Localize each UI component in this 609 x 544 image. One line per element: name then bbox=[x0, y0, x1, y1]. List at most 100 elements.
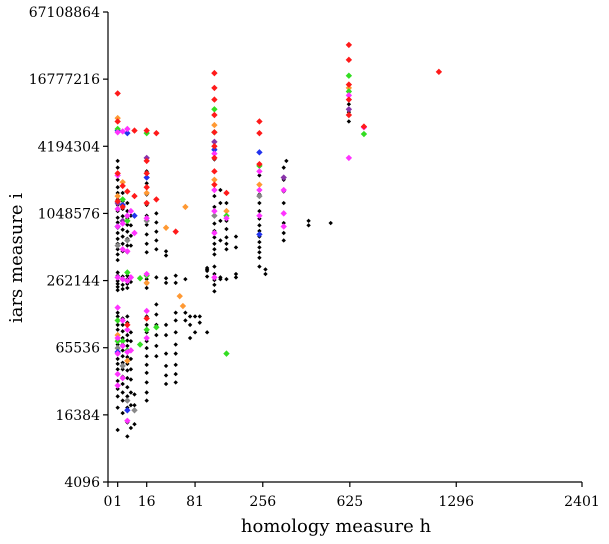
data-point-black bbox=[144, 370, 149, 376]
data-point-black bbox=[257, 255, 262, 260]
data-point-red bbox=[345, 56, 353, 64]
data-point-green bbox=[345, 88, 353, 95]
data-point-magenta bbox=[114, 350, 121, 357]
data-point-black bbox=[154, 312, 159, 317]
data-point-black bbox=[125, 375, 130, 381]
data-point-black bbox=[132, 422, 137, 427]
data-point-black bbox=[128, 338, 134, 344]
data-point-black bbox=[128, 377, 134, 382]
data-point-black bbox=[173, 351, 178, 356]
data-point-black bbox=[204, 330, 210, 335]
data-point-black bbox=[154, 220, 159, 225]
data-point-gray bbox=[211, 212, 218, 219]
data-point-green bbox=[143, 326, 150, 333]
data-point-blue bbox=[256, 231, 263, 238]
data-point-black bbox=[224, 247, 229, 252]
data-point-red bbox=[360, 123, 368, 130]
data-point-black bbox=[144, 322, 149, 328]
data-point-black bbox=[212, 221, 217, 226]
data-point-black bbox=[263, 271, 268, 277]
data-point-red bbox=[172, 228, 179, 235]
data-point-black bbox=[144, 345, 149, 351]
data-point-red bbox=[153, 129, 160, 137]
data-point-black bbox=[257, 208, 262, 214]
data-point-magenta bbox=[119, 128, 126, 135]
data-point-red bbox=[119, 203, 126, 211]
data-point-red bbox=[131, 127, 138, 134]
data-point-magenta bbox=[143, 334, 150, 342]
y-tick-label: 4194304 bbox=[38, 139, 100, 155]
data-point-black bbox=[197, 314, 202, 319]
data-point-black bbox=[125, 243, 130, 248]
data-point-red bbox=[119, 182, 126, 190]
data-point-purple bbox=[211, 138, 218, 146]
data-point-magenta bbox=[119, 342, 126, 350]
data-point-black bbox=[212, 289, 217, 294]
data-point-black bbox=[120, 190, 125, 196]
data-point-magenta bbox=[211, 229, 218, 237]
data-point-black bbox=[120, 234, 125, 239]
data-point-red bbox=[211, 84, 218, 92]
data-point-black bbox=[281, 200, 286, 206]
data-point-black bbox=[192, 330, 198, 335]
data-point-green bbox=[153, 324, 160, 331]
data-point-magenta bbox=[124, 248, 131, 255]
data-point-red bbox=[211, 96, 218, 103]
data-point-black bbox=[144, 250, 149, 255]
data-point-red bbox=[114, 118, 121, 125]
data-point-black bbox=[204, 274, 210, 279]
data-point-blue bbox=[131, 212, 138, 219]
data-point-red bbox=[345, 111, 353, 119]
data-point-black bbox=[212, 271, 217, 277]
data-point-black bbox=[144, 380, 149, 385]
data-point-magenta bbox=[124, 212, 131, 219]
x-tick-label: 81 bbox=[186, 494, 204, 510]
data-point-black bbox=[120, 282, 125, 288]
data-point-black bbox=[328, 220, 333, 226]
data-point-black bbox=[125, 354, 130, 360]
data-point-red bbox=[211, 181, 218, 188]
data-point-black bbox=[120, 381, 125, 387]
data-point-magenta bbox=[127, 274, 135, 281]
data-point-black bbox=[125, 368, 130, 373]
data-point-red bbox=[256, 129, 263, 137]
data-point-gray bbox=[119, 362, 126, 370]
data-point-black bbox=[115, 310, 120, 315]
data-point-orange bbox=[182, 203, 189, 211]
data-point-black bbox=[173, 380, 178, 385]
data-point-black bbox=[257, 223, 262, 228]
data-point-orange bbox=[345, 84, 353, 92]
data-point-black bbox=[224, 276, 229, 282]
data-point-black bbox=[224, 241, 229, 247]
data-point-black bbox=[115, 378, 120, 384]
data-point-orange bbox=[162, 224, 170, 231]
data-point-black bbox=[257, 264, 262, 269]
data-point-black bbox=[346, 119, 352, 124]
data-point-green bbox=[114, 317, 121, 324]
data-point-green bbox=[119, 196, 126, 203]
data-point-black bbox=[144, 181, 149, 186]
data-point-magenta bbox=[119, 374, 126, 382]
data-point-black bbox=[128, 402, 134, 408]
data-point-black bbox=[125, 332, 130, 338]
y-tick-label: 65536 bbox=[55, 341, 100, 357]
data-point-orange bbox=[223, 207, 230, 215]
data-point-black bbox=[144, 241, 149, 247]
data-point-green bbox=[124, 269, 131, 276]
data-point-green bbox=[136, 341, 144, 348]
data-point-black bbox=[346, 102, 352, 107]
data-point-blue bbox=[124, 129, 131, 137]
y-tick-label: 1048576 bbox=[38, 206, 100, 222]
data-point-black bbox=[257, 250, 262, 255]
data-point-red bbox=[143, 199, 150, 207]
data-point-green bbox=[345, 72, 353, 79]
data-point-red bbox=[114, 90, 121, 97]
data-point-black bbox=[163, 381, 169, 387]
y-axis-title: iars measure i bbox=[6, 193, 27, 323]
data-point-black bbox=[144, 285, 149, 291]
data-point-black bbox=[115, 427, 120, 433]
data-point-black bbox=[163, 332, 169, 338]
data-point-black bbox=[115, 185, 120, 190]
data-point-black bbox=[144, 354, 149, 359]
data-point-orange bbox=[256, 181, 263, 188]
